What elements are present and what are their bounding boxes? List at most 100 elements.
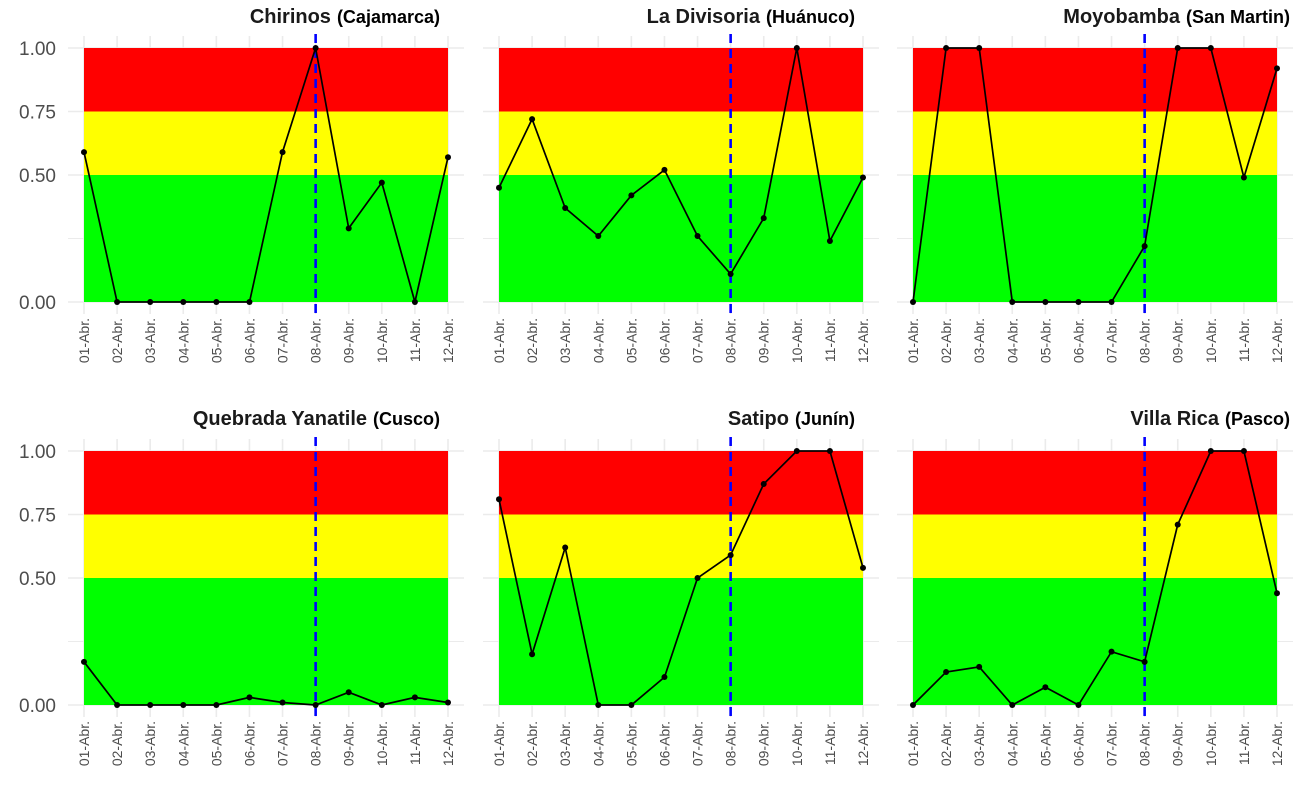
x-tick-label: 02-Abr.	[524, 721, 540, 766]
data-point	[529, 116, 536, 123]
x-tick-label: 06-Abr.	[656, 721, 672, 766]
series-line	[498, 47, 864, 276]
x-tick-label: 12-Abr.	[440, 721, 456, 766]
x-tick-label: 05-Abr.	[208, 721, 224, 766]
data-point	[826, 238, 833, 245]
x-tick-label: 08-Abr.	[723, 318, 739, 363]
data-point	[246, 299, 253, 305]
data-point	[661, 166, 668, 173]
panel-title: (Junín) Satipo	[728, 408, 855, 430]
y-tick-label: 1.00	[19, 39, 56, 60]
risk-band	[913, 451, 1277, 515]
x-tick-label: 11-Abr.	[407, 318, 423, 362]
x-tick-label: 07-Abr.	[1104, 721, 1120, 766]
data-point	[345, 689, 352, 696]
data-point	[1009, 702, 1016, 708]
x-tick-label: 11-Abr.	[1236, 318, 1252, 362]
risk-band	[84, 514, 448, 578]
series-line	[83, 47, 449, 303]
data-point	[213, 299, 220, 305]
data-point	[1075, 702, 1082, 708]
risk-band	[913, 514, 1277, 578]
panel-2: 01-Abr. 02-Abr. 03-Abr. 04-Abr. 05-Abr. 06-Ab…	[483, 6, 879, 363]
x-tick-label: 09-Abr.	[1170, 318, 1186, 363]
data-point	[1075, 299, 1082, 305]
data-point	[411, 299, 418, 305]
data-point	[793, 45, 800, 51]
x-tick-label: 03-Abr.	[142, 721, 158, 766]
x-tick-label: 02-Abr.	[109, 318, 125, 363]
data-point	[529, 651, 536, 658]
x-tick-label: 11-Abr.	[1236, 721, 1252, 765]
data-point	[279, 149, 286, 156]
data-point	[628, 192, 635, 199]
x-tick-label: 04-Abr.	[175, 721, 191, 766]
x-tick-label: 05-Abr.	[1037, 318, 1053, 363]
x-tick-label: 07-Abr.	[690, 721, 706, 766]
x-tick-label: 05-Abr.	[623, 721, 639, 766]
x-tick-label: 05-Abr.	[623, 318, 639, 363]
data-point	[378, 702, 385, 708]
data-point	[562, 544, 569, 551]
data-point	[1009, 299, 1016, 305]
data-point	[860, 174, 866, 181]
data-point	[378, 179, 385, 186]
x-tick-label: 06-Abr.	[241, 318, 257, 363]
x-tick-label: 06-Abr.	[1070, 318, 1086, 363]
panel-title-main: Villa Rica	[1130, 408, 1219, 430]
data-point	[595, 232, 602, 239]
series-line	[498, 450, 864, 706]
x-tick-label: 12-Abr.	[440, 318, 456, 363]
data-point	[1108, 299, 1115, 305]
data-point	[1240, 448, 1247, 454]
data-point	[727, 271, 734, 278]
panel-subtitle: (Cajamarca)	[337, 7, 440, 27]
data-point	[246, 694, 253, 701]
x-tick-label: 06-Abr.	[241, 721, 257, 766]
data-point	[1141, 658, 1148, 665]
x-tick-label: 02-Abr.	[524, 318, 540, 363]
risk-band	[913, 175, 1277, 302]
data-point	[180, 299, 187, 305]
data-point	[694, 575, 701, 581]
x-tick-label: 05-Abr.	[208, 318, 224, 363]
risk-band	[499, 111, 863, 175]
x-tick-label: 11-Abr.	[822, 318, 838, 362]
data-point	[943, 668, 950, 675]
data-point	[1174, 45, 1181, 51]
x-tick-label: 12-Abr.	[855, 318, 871, 363]
x-tick-label: 04-Abr.	[1004, 721, 1020, 766]
x-tick-label: 08-Abr.	[1137, 721, 1153, 766]
x-tick-label: 07-Abr.	[1104, 318, 1120, 363]
risk-band	[499, 48, 863, 112]
x-tick-label: 12-Abr.	[1269, 721, 1285, 766]
data-point	[1174, 521, 1181, 528]
panel-3: 01-Abr. 02-Abr. 03-Abr. 04-Abr. 05-Abr. 06-Ab…	[897, 6, 1293, 363]
data-point	[910, 299, 916, 305]
data-point	[694, 232, 701, 239]
x-tick-label: 01-Abr.	[491, 721, 507, 766]
panel-subtitle: (Pasco)	[1225, 409, 1290, 429]
data-point	[445, 154, 451, 161]
data-point	[1274, 590, 1280, 597]
x-tick-label: 01-Abr.	[905, 721, 921, 766]
x-tick-label: 01-Abr.	[491, 318, 507, 363]
x-tick-label: 06-Abr.	[1070, 721, 1086, 766]
panel-title: (Huánuco)La Divisoria	[647, 6, 855, 28]
data-point	[826, 448, 833, 454]
data-point	[661, 674, 668, 681]
x-tick-label: 10-Abr.	[374, 721, 390, 766]
series-line	[912, 47, 1278, 303]
x-tick-label: 04-Abr.	[175, 318, 191, 363]
x-tick-label: 10-Abr.	[789, 318, 805, 363]
risk-band	[84, 111, 448, 175]
risk-band	[84, 451, 448, 515]
x-tick-label: 03-Abr.	[142, 318, 158, 363]
data-point	[1274, 65, 1280, 72]
risk-band	[84, 175, 448, 302]
data-point	[976, 663, 983, 670]
x-tick-label: 07-Abr.	[690, 318, 706, 363]
data-point	[727, 552, 734, 559]
data-point	[411, 694, 418, 701]
